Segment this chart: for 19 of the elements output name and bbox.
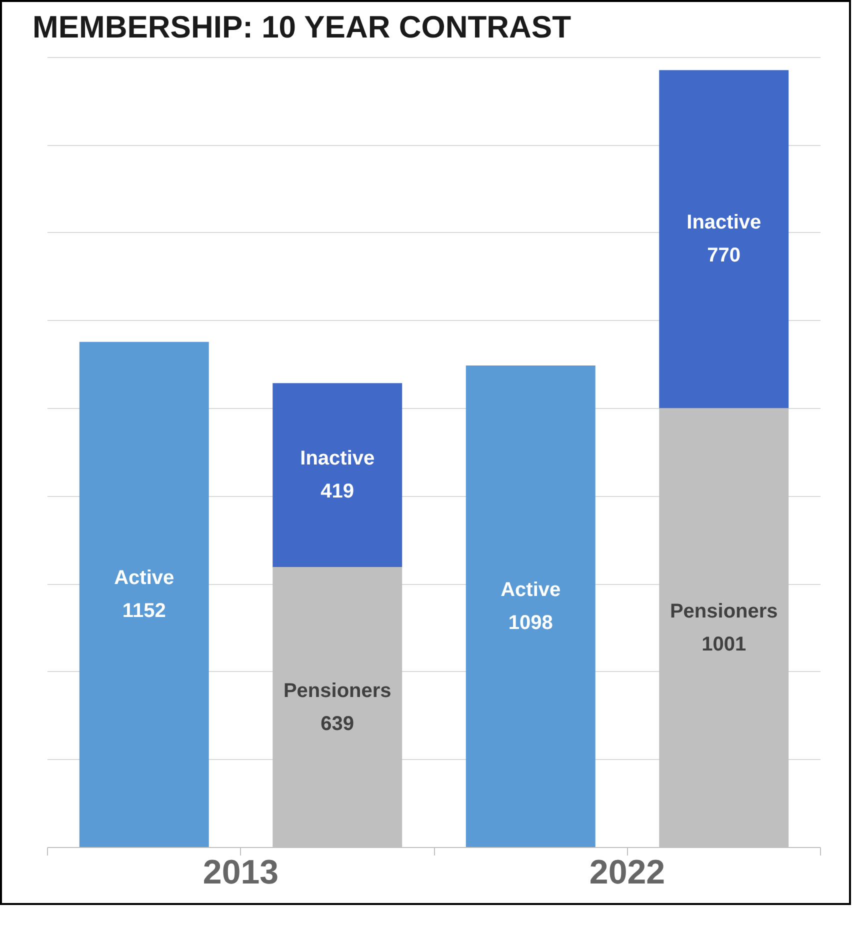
bar xyxy=(466,366,596,848)
bar xyxy=(272,383,402,568)
bar xyxy=(79,342,209,848)
series-label: Inactive xyxy=(300,448,375,470)
text: Inactive xyxy=(686,212,762,234)
text: Pensioners xyxy=(670,600,778,622)
text: 2013 xyxy=(202,854,279,892)
bar xyxy=(659,70,789,408)
text: Active xyxy=(500,579,561,602)
series-label: Pensioners xyxy=(283,680,392,702)
data-label: 770 xyxy=(707,244,741,267)
data-label: 1098 xyxy=(508,612,553,634)
data-label: 1152 xyxy=(122,600,166,622)
series-label: Active xyxy=(114,567,174,590)
chart-title: MEMBERSHIP: 10 YEAR CONTRAST xyxy=(32,10,572,44)
data-label: 419 xyxy=(320,480,354,503)
text: 2022 xyxy=(589,854,666,892)
data-label: 639 xyxy=(320,712,354,735)
data-label: 1001 xyxy=(702,633,746,656)
